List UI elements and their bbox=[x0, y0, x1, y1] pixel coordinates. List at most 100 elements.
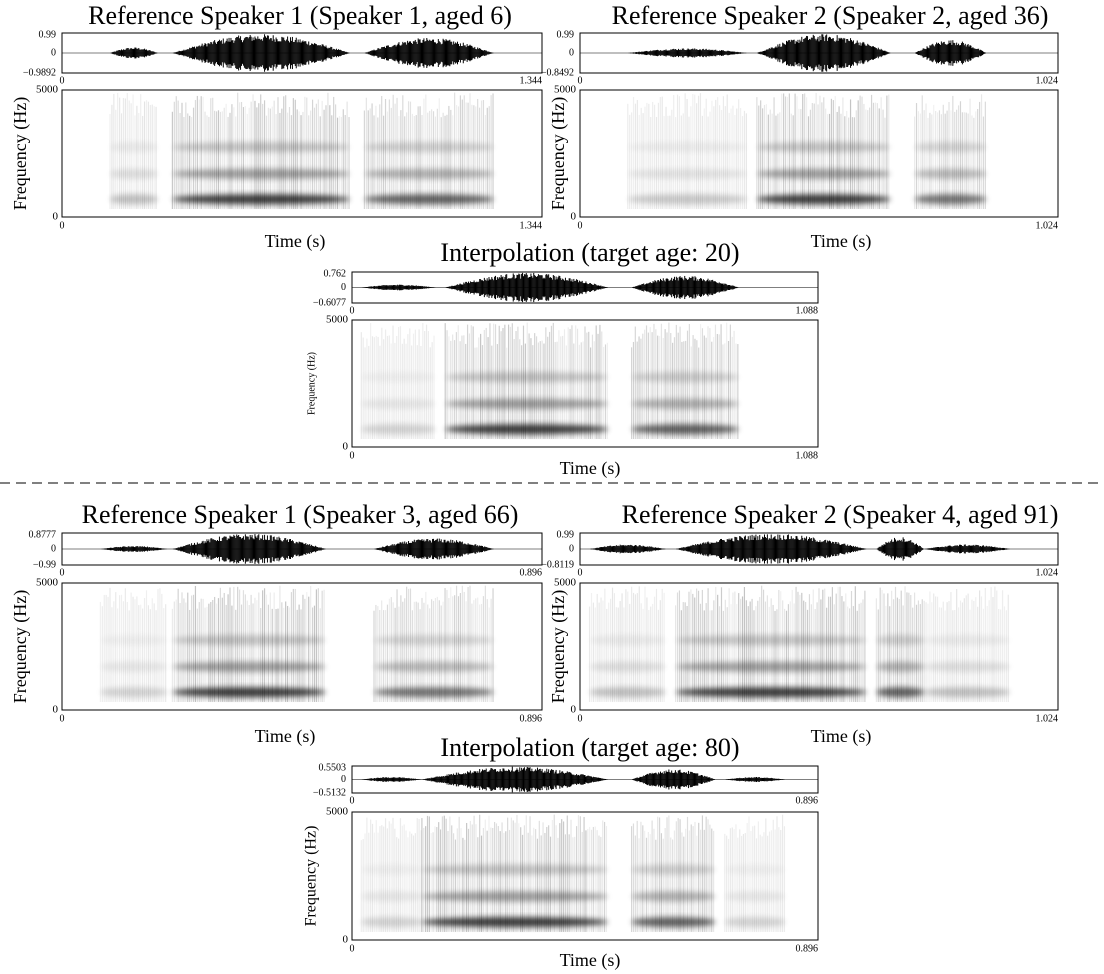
wave-y-tick-label: 0 bbox=[51, 543, 56, 554]
x-axis-label: Time (s) bbox=[560, 458, 621, 479]
spectrogram-frame bbox=[351, 811, 819, 941]
spec-x-tick-label: 1.024 bbox=[1036, 220, 1059, 231]
wave-y-tick-label: 0 bbox=[51, 47, 56, 58]
x-axis-label: Time (s) bbox=[560, 950, 621, 971]
formant-band bbox=[914, 168, 987, 179]
formant-band bbox=[172, 142, 350, 153]
formant-band bbox=[172, 168, 350, 179]
wave-y-tick-label: −0.8119 bbox=[541, 559, 574, 570]
spec-x-tick-label: 0 bbox=[578, 713, 583, 724]
waveform-frame bbox=[351, 765, 819, 794]
waveform-frame bbox=[61, 32, 543, 74]
spec-x-tick-label: 0 bbox=[578, 220, 583, 231]
y-axis-label: Frequency (Hz) bbox=[10, 590, 31, 703]
formant-band bbox=[914, 194, 987, 205]
spec-y-tick-label: 0 bbox=[571, 211, 577, 223]
waveform bbox=[351, 271, 819, 304]
spec-y-tick-label: 5000 bbox=[554, 577, 577, 589]
formant-band bbox=[100, 687, 168, 698]
spec-y-tick-label: 0 bbox=[343, 441, 349, 453]
waveform-frame bbox=[579, 532, 1059, 566]
spectrogram-frame bbox=[61, 89, 543, 218]
spectrogram bbox=[579, 582, 1059, 711]
wave-x-tick-label: 0.896 bbox=[520, 567, 543, 578]
spectrogram-frame bbox=[61, 582, 543, 711]
formant-band bbox=[876, 687, 925, 698]
formant-band bbox=[421, 891, 609, 902]
formant-band bbox=[172, 687, 326, 698]
y-axis-label: Frequency (Hz) bbox=[303, 826, 320, 927]
formant-band bbox=[756, 168, 891, 179]
x-axis-label: Time (s) bbox=[811, 231, 872, 252]
waveform bbox=[351, 765, 819, 794]
formant-band bbox=[627, 194, 748, 205]
formant-band bbox=[100, 661, 168, 672]
panel: Reference Speaker 1 (Speaker 3, aged 66)… bbox=[10, 500, 543, 747]
wave-x-tick-label: 1.024 bbox=[1036, 75, 1059, 86]
formant-band bbox=[172, 194, 350, 205]
y-axis-label: Frequency (Hz) bbox=[548, 97, 569, 210]
wave-y-tick-label: −0.5132 bbox=[313, 787, 346, 798]
spectrogram-frame bbox=[579, 582, 1059, 711]
wave-x-tick-label: 0 bbox=[350, 795, 355, 806]
panel-title: Interpolation (target age: 20) bbox=[440, 238, 739, 267]
panel: Reference Speaker 2 (Speaker 2, aged 36)… bbox=[541, 1, 1059, 252]
formant-band bbox=[631, 424, 739, 435]
formant-band bbox=[924, 635, 1011, 646]
spectrogram bbox=[61, 89, 543, 218]
wave-x-tick-label: 0 bbox=[350, 305, 355, 316]
y-axis-label: Frequency (Hz) bbox=[306, 352, 317, 415]
formant-band bbox=[172, 635, 326, 646]
wave-y-tick-label: 0.99 bbox=[557, 29, 575, 40]
formant-band bbox=[361, 864, 422, 875]
formant-band bbox=[445, 424, 609, 435]
formant-band bbox=[374, 635, 494, 646]
formant-band bbox=[445, 398, 609, 409]
waveform bbox=[579, 32, 1059, 74]
formant-band bbox=[876, 635, 925, 646]
formant-band bbox=[631, 398, 739, 409]
y-axis-label: Frequency (Hz) bbox=[548, 590, 569, 703]
formant-band bbox=[631, 864, 716, 875]
spec-y-tick-label: 5000 bbox=[554, 84, 577, 96]
formant-band bbox=[364, 168, 495, 179]
formant-band bbox=[724, 917, 786, 928]
spec-x-tick-label: 0 bbox=[60, 220, 65, 231]
spec-y-tick-label: 5000 bbox=[36, 577, 59, 589]
spec-x-tick-label: 1.024 bbox=[1036, 713, 1059, 724]
panel-title: Reference Speaker 1 (Speaker 1, aged 6) bbox=[88, 1, 512, 30]
spec-x-tick-label: 0.896 bbox=[520, 713, 543, 724]
x-axis-label: Time (s) bbox=[255, 726, 316, 747]
formant-band bbox=[627, 142, 748, 153]
wave-y-tick-label: 0.8777 bbox=[29, 529, 57, 540]
wave-y-tick-label: −0.8492 bbox=[541, 67, 574, 78]
formant-band bbox=[924, 687, 1011, 698]
formant-band bbox=[364, 142, 495, 153]
formant-band bbox=[631, 372, 739, 383]
spectrogram bbox=[351, 811, 819, 941]
formant-band bbox=[361, 372, 436, 383]
wave-y-tick-label: 0.99 bbox=[39, 29, 57, 40]
formant-band bbox=[914, 142, 987, 153]
spec-y-tick-label: 0 bbox=[343, 934, 349, 946]
wave-x-tick-label: 1.024 bbox=[1036, 567, 1059, 578]
wave-y-tick-label: 0.762 bbox=[324, 268, 347, 279]
formant-band bbox=[421, 864, 609, 875]
spec-x-tick-label: 1.344 bbox=[520, 220, 543, 231]
panel: Interpolation (target age: 20) 0.762 0 −0.6… bbox=[306, 238, 819, 479]
panel-title: Reference Speaker 2 (Speaker 2, aged 36) bbox=[612, 1, 1049, 30]
wave-x-tick-label: 0 bbox=[578, 75, 583, 86]
waveform bbox=[579, 532, 1059, 566]
wave-x-tick-label: 0.896 bbox=[796, 795, 819, 806]
waveform-frame bbox=[579, 32, 1059, 74]
panel: Interpolation (target age: 80)0.55030−0.… bbox=[303, 733, 819, 971]
formant-band bbox=[724, 864, 786, 875]
wave-x-tick-label: 0 bbox=[60, 75, 65, 86]
formant-band bbox=[589, 635, 667, 646]
formant-band bbox=[724, 891, 786, 902]
spec-y-tick-label: 0 bbox=[53, 211, 59, 223]
panel-title: Reference Speaker 2 (Speaker 4, aged 91) bbox=[622, 500, 1059, 529]
panel: Reference Speaker 1 (Speaker 1, aged 6) 0… bbox=[10, 1, 543, 252]
formant-band bbox=[374, 661, 494, 672]
